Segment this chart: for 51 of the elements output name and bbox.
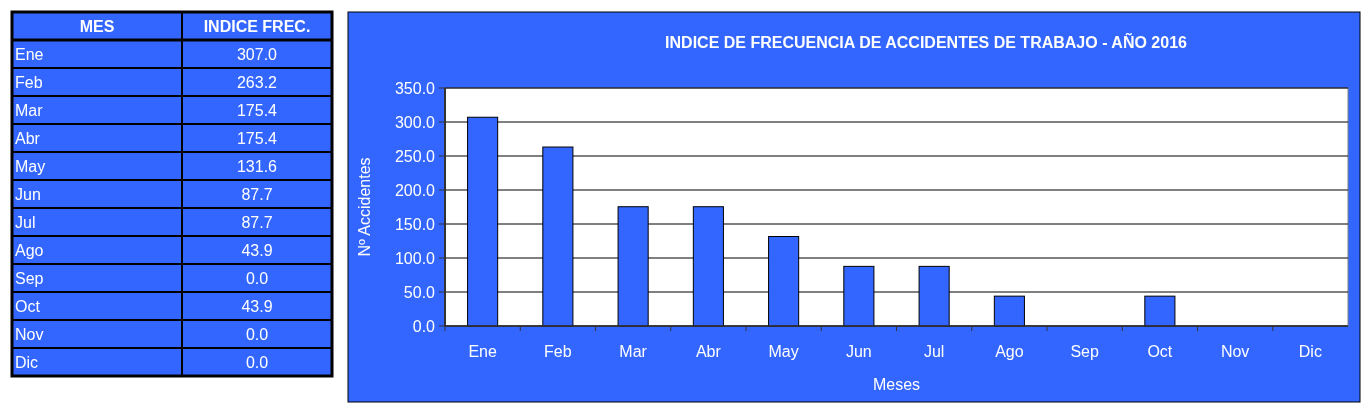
text: 43.9 [241, 298, 273, 315]
x-axis-title: Meses [872, 376, 921, 393]
text: INDICE FREC. [203, 18, 311, 35]
text: Jun [15, 186, 41, 203]
text: Abr [15, 130, 41, 147]
y-tick-label: 300.0 [394, 114, 436, 131]
text: MES [79, 18, 115, 35]
x-tick-label: Abr [695, 343, 722, 360]
x-tick-label: Oct [1147, 343, 1173, 360]
text: Dic [15, 354, 39, 371]
text: 0.0 [245, 354, 269, 371]
text: 175.4 [236, 130, 278, 147]
text: 175.4 [236, 102, 278, 119]
text: Sep [15, 270, 44, 287]
y-tick-label: 150.0 [394, 216, 436, 233]
y-axis-title: Nº Accidentes [356, 157, 373, 257]
text: Feb [15, 74, 43, 91]
x-tick-label: Jul [923, 343, 945, 360]
text: 131.6 [236, 158, 278, 175]
text: May [15, 158, 46, 175]
text: Ago [15, 242, 44, 259]
bar [1144, 295, 1176, 327]
y-tick-label: 250.0 [394, 148, 436, 165]
x-tick-label: Jun [845, 343, 872, 360]
x-tick-label: Feb [544, 343, 572, 360]
bar [993, 295, 1025, 327]
text: Nov [15, 326, 44, 343]
text: 43.9 [241, 242, 273, 259]
text: Oct [15, 298, 41, 315]
text: Mar [15, 102, 44, 119]
x-tick-label: Ene [468, 343, 497, 360]
text: Ene [15, 46, 44, 63]
x-tick-label: May [768, 343, 799, 360]
text: 263.2 [236, 74, 278, 91]
y-tick-label: 200.0 [394, 182, 436, 199]
x-tick-label: Ago [995, 343, 1024, 360]
x-tick-label: Sep [1070, 343, 1099, 360]
chart-title: INDICE DE FRECUENCIA DE ACCIDENTES DE TRABAJO - AÑO 2016 [665, 32, 1188, 51]
y-tick-label: 0.0 [412, 318, 436, 335]
text: 0.0 [245, 270, 269, 287]
text: 0.0 [245, 326, 269, 343]
x-tick-label: Mar [619, 343, 648, 360]
x-tick-label: Dic [1298, 343, 1322, 360]
y-tick-label: 50.0 [403, 284, 436, 301]
text: 87.7 [241, 186, 273, 203]
x-tick-label: Nov [1220, 343, 1250, 360]
y-tick-label: 100.0 [394, 250, 436, 267]
text: 87.7 [241, 214, 273, 231]
text: Jul [15, 214, 36, 231]
y-tick-label: 350.0 [394, 80, 436, 97]
text: 307.0 [236, 46, 278, 63]
